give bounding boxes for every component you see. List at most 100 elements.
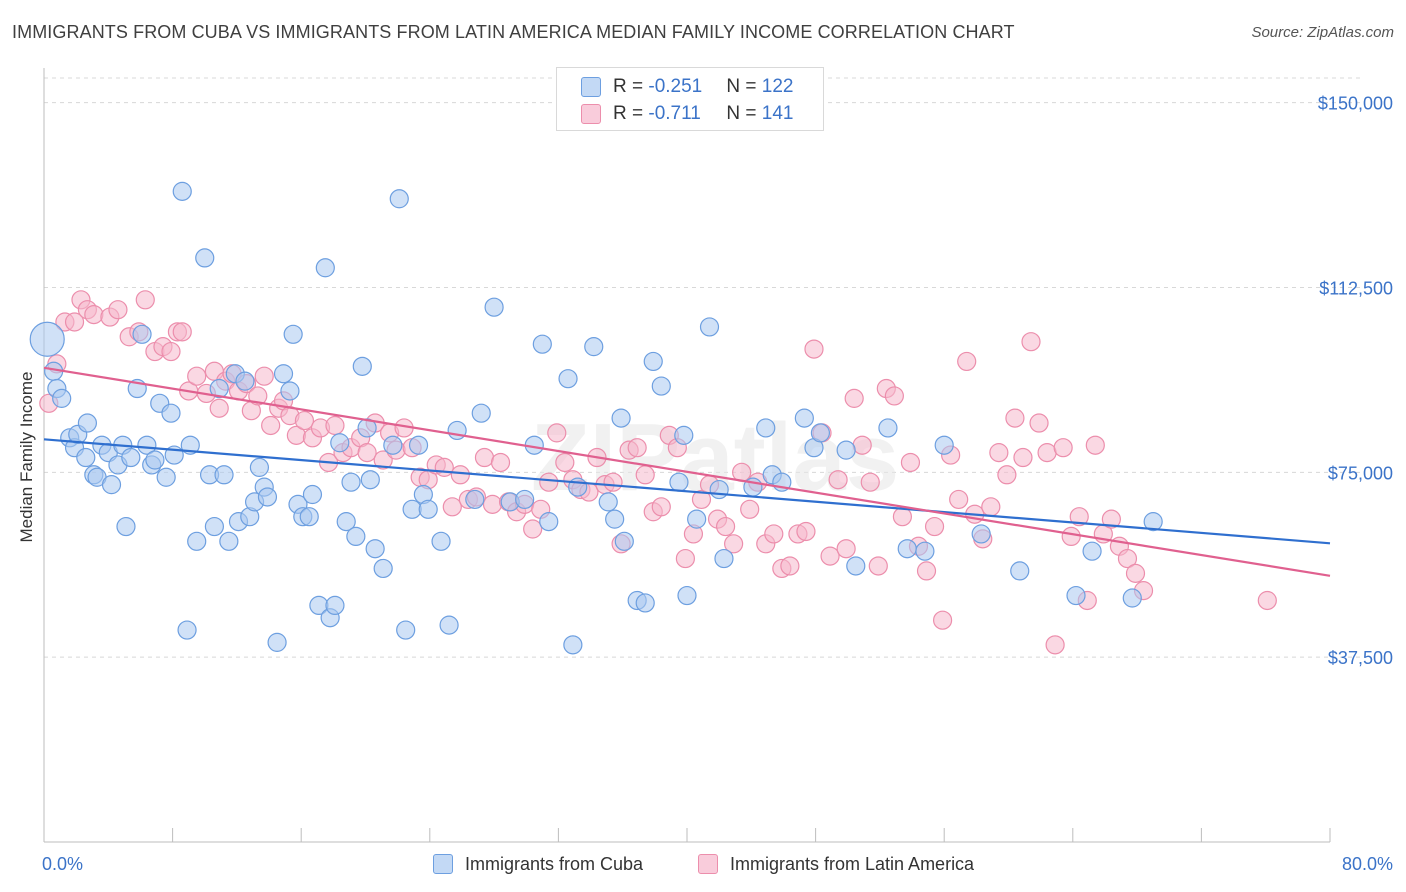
data-point-latin-america — [261, 415, 281, 436]
data-point-cuba — [336, 512, 356, 532]
data-point-cuba — [439, 615, 459, 635]
data-point-cuba — [145, 450, 165, 470]
data-point-cuba — [383, 435, 403, 455]
data-point-latin-america — [84, 304, 104, 325]
data-point-latin-america — [675, 548, 695, 569]
data-point-latin-america — [1125, 563, 1146, 583]
data-point-cuba — [669, 472, 689, 492]
data-point-latin-america — [490, 452, 511, 473]
data-point-cuba — [614, 531, 634, 551]
data-point-cuba — [187, 531, 207, 551]
data-point-cuba — [280, 381, 300, 401]
data-point-cuba — [539, 512, 559, 532]
data-point-latin-america — [172, 322, 192, 342]
y-tick-label: $75,000 — [1328, 463, 1393, 483]
data-point-latin-america — [868, 556, 888, 576]
data-point-latin-america — [1037, 443, 1057, 463]
data-point-cuba — [635, 593, 655, 613]
data-point-cuba — [846, 556, 866, 576]
data-point-latin-america — [254, 366, 274, 386]
data-point-latin-america — [740, 499, 760, 519]
data-point-latin-america — [852, 435, 872, 455]
data-point-cuba — [299, 507, 319, 527]
data-point-cuba — [267, 632, 287, 652]
data-point-cuba — [794, 408, 814, 428]
data-point-cuba — [373, 558, 393, 579]
legend-n-label: N = — [726, 103, 762, 124]
data-point-latin-america — [1005, 408, 1025, 428]
data-point-cuba — [897, 539, 917, 559]
data-point-cuba — [204, 516, 224, 537]
data-point-cuba — [1122, 588, 1142, 608]
data-point-cuba — [971, 524, 991, 544]
axis-layer — [43, 68, 1331, 843]
legend-r-value: -0.251 — [648, 76, 703, 97]
data-point-latin-america — [1085, 435, 1105, 455]
data-point-latin-america — [248, 386, 268, 406]
data-point-latin-america — [357, 443, 377, 463]
data-point-latin-america — [209, 398, 229, 418]
data-point-latin-america — [1021, 332, 1041, 352]
data-point-cuba — [352, 356, 372, 376]
data-point-latin-america — [64, 312, 85, 332]
data-point-cuba — [584, 337, 604, 357]
data-point-cuba — [418, 499, 438, 519]
chart-title: IMMIGRANTS FROM CUBA VS IMMIGRANTS FROM … — [12, 22, 1015, 42]
data-point-cuba — [341, 472, 361, 492]
y-axis-title: Median Family Income — [17, 371, 36, 542]
data-point-latin-america — [135, 290, 155, 310]
data-point-cuba — [563, 635, 583, 655]
data-point-cuba — [235, 371, 255, 391]
data-point-latin-america — [482, 494, 503, 514]
data-point-latin-america — [1045, 635, 1065, 655]
data-point-cuba — [915, 541, 935, 561]
data-point-latin-america — [691, 489, 712, 510]
data-point-latin-america — [474, 447, 495, 468]
data-point-cuba — [357, 418, 377, 438]
data-point-latin-america — [627, 438, 647, 458]
data-point-latin-america — [981, 497, 1001, 517]
data-point-latin-america — [724, 534, 744, 554]
data-point-latin-america — [294, 410, 315, 431]
data-point-latin-america — [434, 457, 454, 477]
data-point-latin-america — [836, 539, 856, 559]
data-point-cuba — [611, 408, 631, 428]
x-tick-label: 80.0% — [1342, 854, 1393, 874]
data-point-latin-america — [635, 465, 655, 485]
legend-swatch-latin-america — [581, 104, 601, 124]
data-point-cuba — [330, 433, 350, 453]
data-point-latin-america — [804, 339, 824, 359]
data-point-cuba — [360, 470, 380, 490]
data-point-latin-america — [108, 300, 128, 320]
source-credit: Source: ZipAtlas.com — [1251, 24, 1394, 41]
bottom-legend-cuba: Immigrants from Cuba — [433, 852, 643, 876]
data-point-cuba — [709, 479, 729, 500]
correlation-legend: R = -0.251 N = 122 R = -0.711 N = 141 — [556, 67, 824, 131]
data-point-latin-america — [555, 452, 575, 473]
data-point-cuba — [77, 413, 98, 433]
data-point-cuba — [1143, 512, 1163, 532]
data-point-cuba — [365, 539, 385, 559]
data-point-latin-america — [651, 497, 671, 517]
data-point-cuba — [214, 465, 234, 485]
legend-n-value: 122 — [761, 76, 794, 97]
data-point-latin-america — [1101, 509, 1121, 529]
bottom-legend-swatch-cuba — [433, 854, 453, 874]
y-tick-label: $37,500 — [1328, 648, 1393, 668]
data-point-cuba — [687, 509, 707, 529]
bottom-legend-swatch-latin-america — [698, 854, 718, 874]
legend-r-label: R = — [613, 76, 649, 97]
data-point-latin-america — [957, 351, 977, 372]
data-point-cuba — [836, 440, 856, 460]
data-point-cuba — [471, 403, 491, 423]
bottom-legend-label-cuba: Immigrants from Cuba — [465, 853, 644, 874]
data-point-latin-america — [997, 465, 1017, 485]
data-point-latin-america — [187, 366, 207, 386]
data-point-latin-america — [1053, 438, 1073, 458]
data-point-cuba — [465, 489, 485, 510]
data-point-cuba — [121, 447, 141, 468]
y-tick-label: $150,000 — [1318, 94, 1393, 114]
legend-swatch-cuba — [581, 77, 601, 97]
data-point-cuba — [273, 364, 294, 384]
